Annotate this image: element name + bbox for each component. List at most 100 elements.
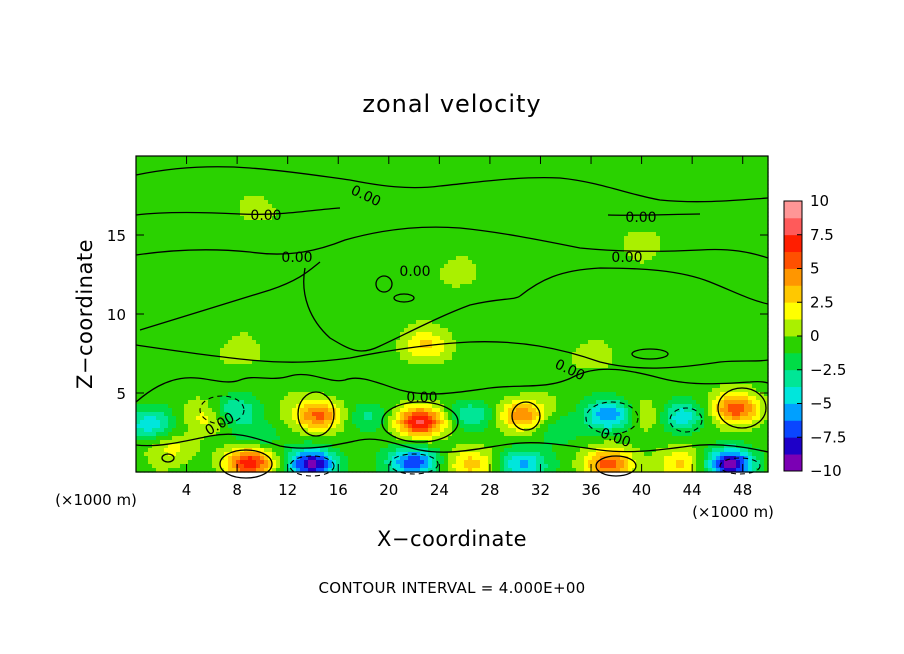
heatmap-cell — [576, 200, 581, 205]
heatmap-cell — [196, 228, 201, 233]
heatmap-cell — [436, 168, 441, 173]
heatmap-cell — [572, 256, 577, 261]
heatmap-cell — [144, 180, 149, 185]
heatmap-cell — [672, 172, 677, 177]
heatmap-cell — [736, 180, 741, 185]
heatmap-cell — [348, 260, 353, 265]
heatmap-cell — [308, 232, 313, 237]
heatmap-cell — [552, 248, 557, 253]
heatmap-cell — [148, 280, 153, 285]
heatmap-cell — [484, 220, 489, 225]
heatmap-cell — [520, 224, 525, 229]
heatmap-cell — [344, 160, 349, 165]
heatmap-cell — [744, 276, 749, 281]
heatmap-cell — [368, 280, 373, 285]
heatmap-cell — [240, 168, 245, 173]
heatmap-cell — [756, 176, 761, 181]
heatmap-cell — [672, 184, 677, 189]
heatmap-cell — [476, 156, 481, 161]
heatmap-cell — [336, 200, 341, 205]
heatmap-cell — [588, 180, 593, 185]
heatmap-cell — [208, 236, 213, 241]
heatmap-cell — [556, 168, 561, 173]
heatmap-cell — [260, 216, 265, 221]
heatmap-cell — [472, 276, 477, 281]
heatmap-cell — [680, 160, 685, 165]
heatmap-cell — [672, 208, 677, 213]
heatmap-cell — [208, 256, 213, 261]
heatmap-cell — [592, 172, 597, 177]
heatmap-cell — [576, 220, 581, 225]
heatmap-cell — [348, 228, 353, 233]
heatmap-cell — [376, 192, 381, 197]
heatmap-cell — [652, 188, 657, 193]
heatmap-cell — [472, 168, 477, 173]
heatmap-cell — [164, 184, 169, 189]
heatmap-cell — [388, 164, 393, 169]
heatmap-cell — [156, 192, 161, 197]
heatmap-cell — [648, 272, 653, 277]
heatmap-cell — [624, 252, 629, 257]
heatmap-cell — [168, 252, 173, 257]
heatmap-cell — [480, 272, 485, 277]
heatmap-cell — [668, 184, 673, 189]
heatmap-cell — [696, 240, 701, 245]
heatmap-cell — [760, 192, 765, 197]
heatmap-cell — [252, 188, 257, 193]
heatmap-cell — [372, 280, 377, 285]
heatmap-cell — [300, 236, 305, 241]
heatmap-cell — [452, 280, 457, 285]
heatmap-cell — [608, 188, 613, 193]
heatmap-cell — [688, 160, 693, 165]
heatmap-cell — [448, 180, 453, 185]
heatmap-cell — [700, 264, 705, 269]
heatmap-cell — [712, 264, 717, 269]
heatmap-cell — [364, 276, 369, 281]
heatmap-cell — [316, 236, 321, 241]
heatmap-cell — [360, 236, 365, 241]
heatmap-cell — [168, 228, 173, 233]
heatmap-cell — [708, 200, 713, 205]
heatmap-cell — [564, 268, 569, 273]
heatmap-cell — [340, 224, 345, 229]
heatmap-cell — [296, 240, 301, 245]
heatmap-cell — [632, 164, 637, 169]
heatmap-cell — [144, 208, 149, 213]
heatmap-cell — [756, 212, 761, 217]
heatmap-cell — [176, 236, 181, 241]
heatmap-cell — [576, 272, 581, 277]
heatmap-cell — [564, 208, 569, 213]
heatmap-cell — [256, 192, 261, 197]
heatmap-cell — [620, 176, 625, 181]
heatmap-cell — [244, 260, 249, 265]
heatmap-cell — [660, 208, 665, 213]
heatmap-cell — [212, 264, 217, 269]
heatmap-cell — [392, 260, 397, 265]
heatmap-cell — [588, 252, 593, 257]
heatmap-cell — [704, 160, 709, 165]
heatmap-cell — [236, 164, 241, 169]
heatmap-cell — [648, 192, 653, 197]
heatmap-cell — [436, 232, 441, 237]
heatmap-cell — [224, 168, 229, 173]
heatmap-cell — [176, 196, 181, 201]
heatmap-cell — [412, 272, 417, 277]
heatmap-cell — [580, 252, 585, 257]
heatmap-cell — [632, 232, 637, 237]
heatmap-cell — [312, 224, 317, 229]
heatmap-cell — [460, 212, 465, 217]
heatmap-cell — [316, 192, 321, 197]
heatmap-cell — [368, 224, 373, 229]
heatmap-cell — [372, 232, 377, 237]
heatmap-cell — [556, 196, 561, 201]
heatmap-cell — [396, 172, 401, 177]
heatmap-cell — [588, 248, 593, 253]
heatmap-cell — [668, 176, 673, 181]
heatmap-cell — [256, 260, 261, 265]
heatmap-cell — [360, 240, 365, 245]
heatmap-cell — [620, 220, 625, 225]
heatmap-cell — [656, 276, 661, 281]
heatmap-cell — [416, 172, 421, 177]
heatmap-cell — [156, 228, 161, 233]
heatmap-cell — [396, 160, 401, 165]
